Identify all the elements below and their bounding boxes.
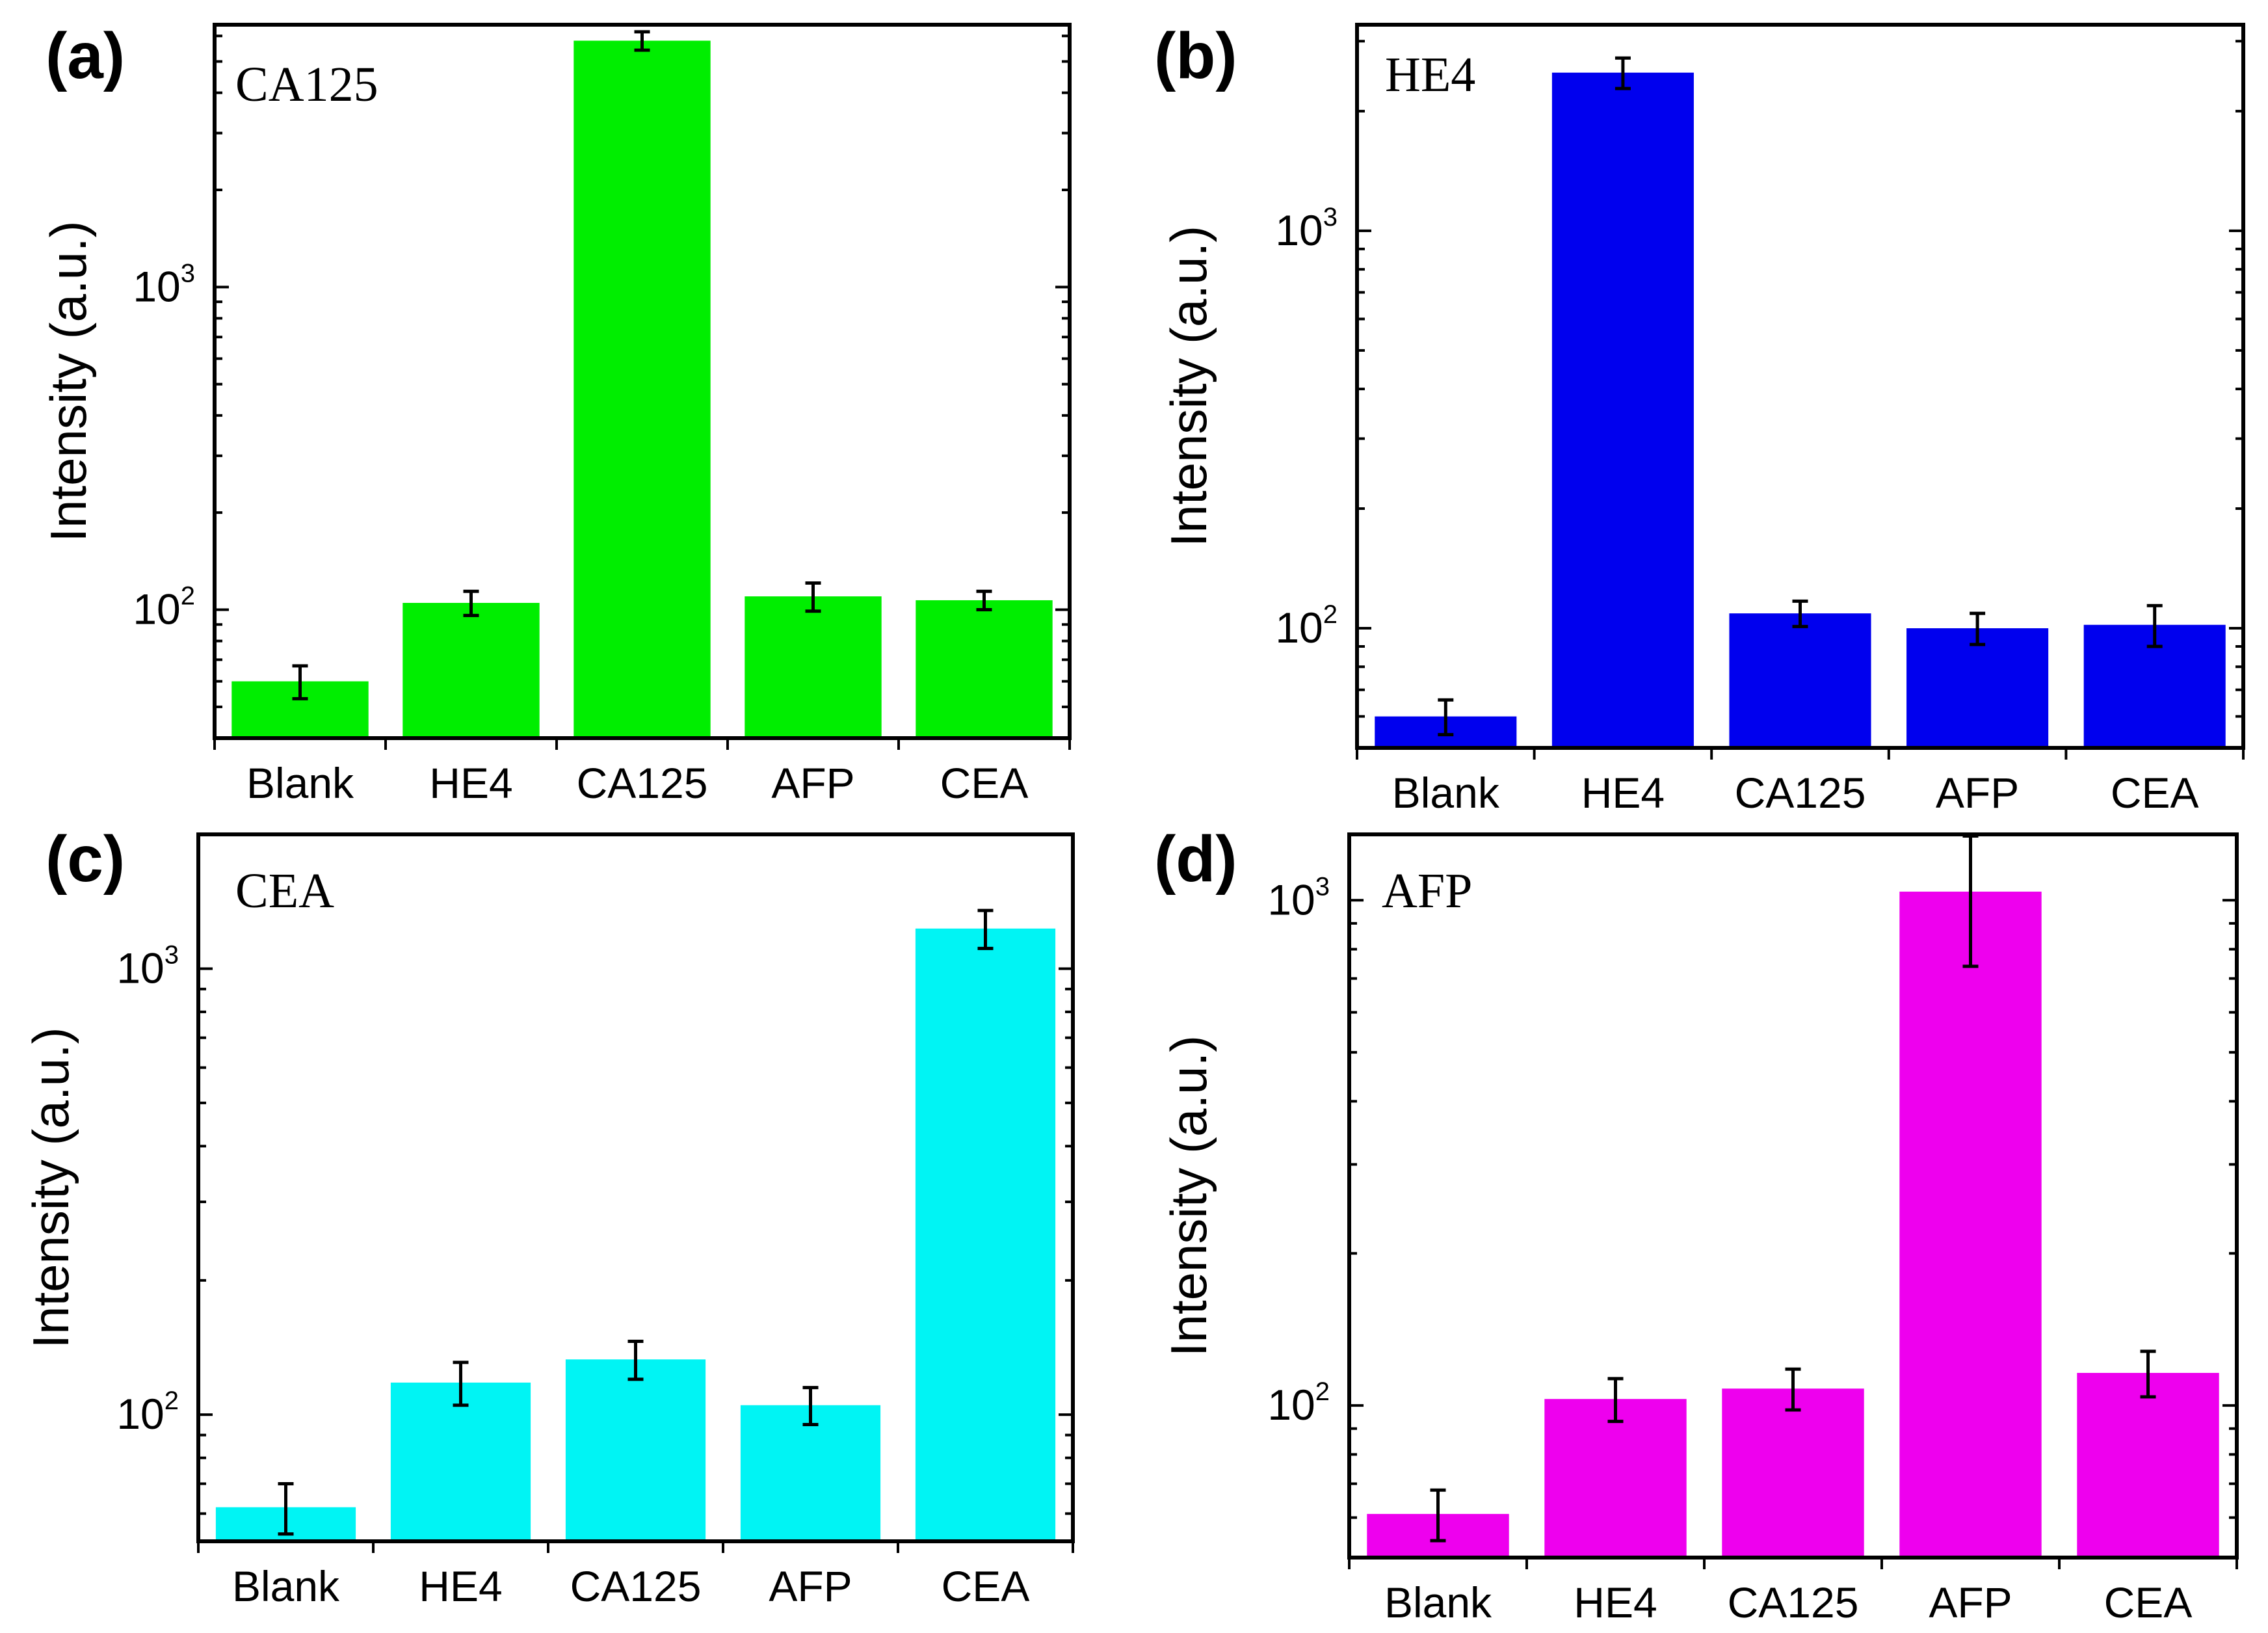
x-tick-label-d-blank: Blank [1384,1578,1492,1626]
error-bar-b-blank [1438,698,1454,737]
bar-a-cea [916,600,1053,738]
y-tick-label-b: 103 [1275,203,1338,254]
bar-d-he4 [1544,1399,1687,1558]
y-axis-label-a: Intensity (a.u.) [40,220,97,542]
error-bar-d-cea [2140,1349,2156,1399]
x-tick-label-a-ca125: CA125 [577,759,708,807]
error-bar-b-ca125 [1792,599,1808,628]
panel-a: 102 103 Blank HE4 CA125 AFP CEA Intensity (a.u.… [40,20,1072,807]
x-tick-label-a-cea: CEA [940,759,1029,807]
x-tick-label-d-cea: CEA [2104,1578,2193,1626]
y-tick-label-a: 103 [133,259,195,310]
error-bar-c-blank [278,1481,294,1536]
error-bar-c-afp [802,1386,819,1427]
plot-frame-a [213,23,1072,740]
plot-frame-d [1347,832,2239,1560]
bar-a-ca125 [574,40,711,738]
y-axis-label-c: Intensity (a.u.) [22,1027,79,1348]
y-axis-label-d: Intensity (a.u.) [1160,1035,1217,1357]
bar-d-cea [2077,1373,2219,1558]
error-bar-d-ca125 [1785,1367,1801,1412]
x-tick-label-b-cea: CEA [2111,769,2199,817]
y-ticks-b [1356,40,2245,760]
x-tick-label-b-blank: Blank [1392,769,1500,817]
panel-letter-b: (b) [1154,20,1237,92]
x-tick-label-c-cea: CEA [942,1562,1030,1610]
bar-d-afp [1899,892,2042,1558]
y-tick-label-a: 102 [133,582,195,633]
plot-frame-c [196,832,1075,1543]
x-tick-label-b-afp: AFP [1936,769,2019,817]
bar-c-he4 [390,1382,531,1541]
error-bar-c-cea [977,909,994,950]
y-tick-label-d: 103 [1267,872,1330,923]
series-label-c: CEA [235,864,334,918]
bar-c-cea [915,928,1056,1541]
x-tick-label-a-he4: HE4 [429,759,512,807]
x-tick-label-a-blank: Blank [246,759,354,807]
y-tick-label-b: 102 [1275,600,1338,652]
y-tick-label-c: 103 [116,940,179,992]
bar-d-ca125 [1722,1388,1864,1558]
error-bar-b-cea [2146,604,2163,648]
error-bar-a-blank [292,664,308,700]
bar-a-he4 [402,603,540,738]
y-axis-label-b: Intensity (a.u.) [1160,226,1217,547]
y-tick-label-c: 102 [116,1387,179,1438]
error-bar-a-cea [976,589,992,612]
x-tick-label-c-afp: AFP [769,1562,852,1610]
x-tick-label-d-afp: AFP [1929,1578,2012,1626]
x-tick-label-b-ca125: CA125 [1735,769,1866,817]
x-tick-label-d-he4: HE4 [1574,1578,1657,1626]
error-bar-b-he4 [1615,56,1631,90]
y-ticks-d [1348,899,2238,1569]
bar-b-afp [1906,628,2049,748]
bar-b-he4 [1551,72,1694,748]
panel-b: 102 103 Blank HE4 CA125 AFP CEA Intensity (a.u.… [1154,20,2245,817]
error-bar-c-ca125 [627,1340,644,1381]
panel-letter-d: (d) [1154,823,1237,896]
y-ticks-a [213,34,1071,750]
x-tick-label-c-ca125: CA125 [570,1562,702,1610]
error-bar-b-afp [1970,611,1986,646]
x-tick-label-d-ca125: CA125 [1728,1578,1859,1626]
error-bar-d-blank [1430,1488,1446,1543]
y-tick-label-d: 102 [1267,1377,1330,1429]
x-tick-label-c-blank: Blank [232,1562,340,1610]
panel-d: 102 103 Blank HE4 CA125 AFP CEA Intensity (a.u.… [1154,823,2239,1626]
x-tick-label-c-he4: HE4 [419,1562,502,1610]
series-label-d: AFP [1382,864,1472,918]
error-bar-d-he4 [1607,1377,1624,1424]
x-tick-label-a-afp: AFP [771,759,854,807]
bar-b-ca125 [1729,613,1871,748]
panel-letter-c: (c) [46,823,125,896]
bar-c-afp [740,1405,881,1541]
bar-c-ca125 [565,1359,706,1541]
plot-frame-b [1355,23,2245,750]
y-ticks-c [197,833,1074,1553]
x-tick-label-b-he4: HE4 [1581,769,1665,817]
series-label-a: CA125 [235,57,378,112]
panel-letter-a: (a) [46,20,125,92]
series-label-b: HE4 [1385,47,1475,102]
panel-c: 102 103 Blank HE4 CA125 AFP CEA Intensity (a.u.… [22,823,1075,1610]
error-bar-c-he4 [453,1361,469,1407]
error-bar-a-afp [805,581,821,613]
error-bar-a-ca125 [634,30,650,52]
bar-a-afp [745,596,882,738]
error-bar-a-he4 [463,589,479,617]
